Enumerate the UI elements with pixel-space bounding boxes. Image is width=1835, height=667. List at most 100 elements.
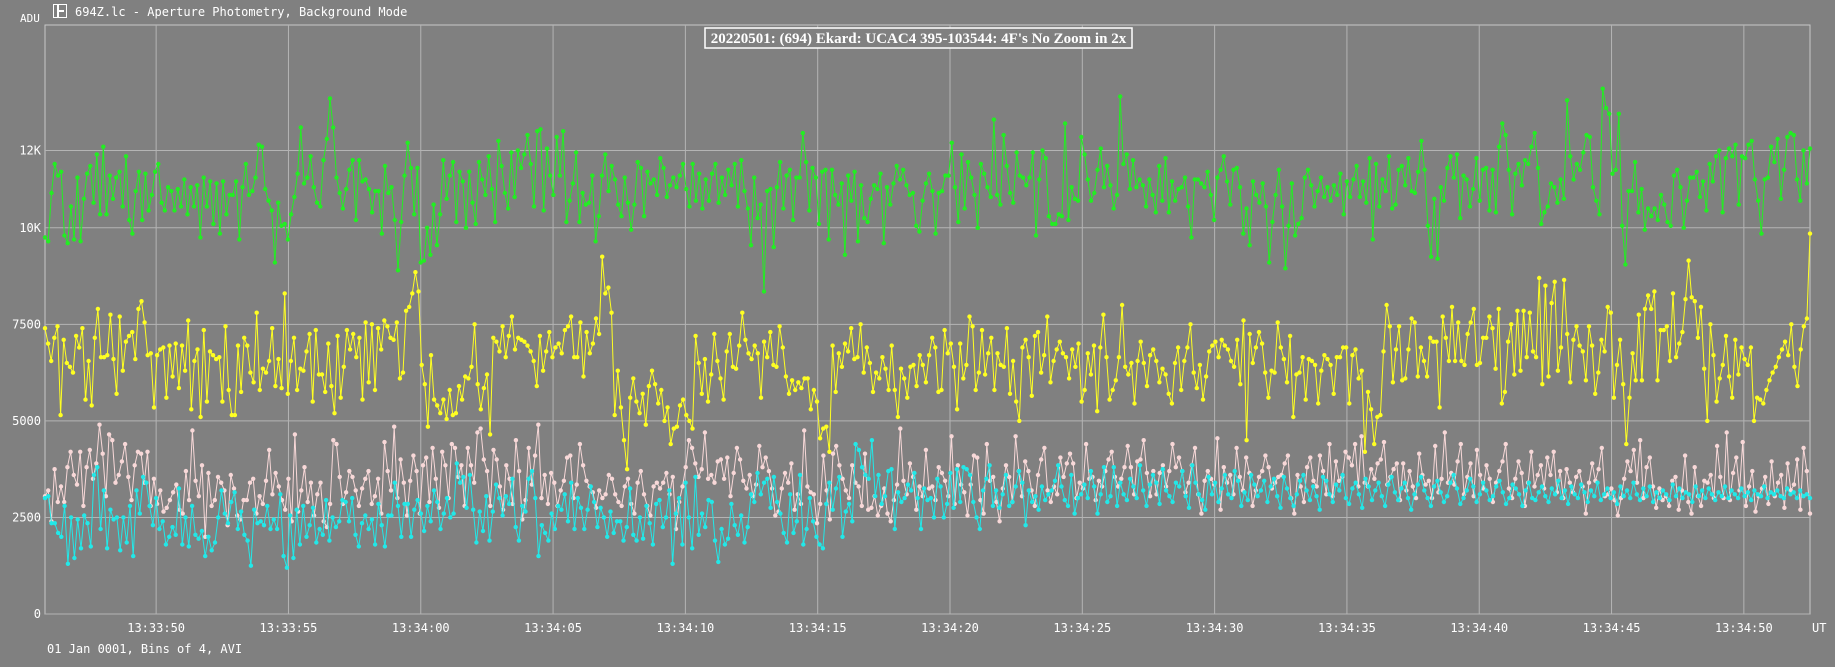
data-point <box>1369 467 1374 472</box>
data-point <box>75 517 80 522</box>
data-point <box>435 499 440 505</box>
data-point <box>1337 488 1342 493</box>
data-point <box>1484 463 1489 468</box>
data-point <box>824 501 829 507</box>
data-point <box>243 161 248 167</box>
data-point <box>1176 186 1181 192</box>
data-point <box>1549 300 1554 306</box>
data-point <box>337 519 342 524</box>
data-point <box>1192 177 1197 182</box>
data-point <box>577 441 583 447</box>
data-point <box>794 175 799 180</box>
data-point <box>1199 181 1204 186</box>
data-point <box>1425 495 1430 501</box>
data-point <box>743 337 748 342</box>
data-point <box>1683 297 1688 302</box>
data-point <box>1035 472 1041 478</box>
data-point <box>106 432 112 437</box>
data-point <box>1562 488 1568 493</box>
data-point <box>353 217 359 223</box>
data-point <box>1312 204 1317 209</box>
data-point <box>1045 488 1050 493</box>
data-point <box>142 320 147 325</box>
data-point <box>379 231 384 236</box>
data-point <box>1688 175 1693 180</box>
data-point <box>1106 457 1111 462</box>
data-point <box>1602 349 1607 354</box>
data-point <box>719 526 724 532</box>
window-app-icon[interactable] <box>53 4 67 18</box>
data-point <box>500 324 505 329</box>
data-point <box>673 511 678 516</box>
data-point <box>266 358 272 364</box>
data-point <box>395 503 401 509</box>
data-point <box>1752 488 1757 493</box>
data-point <box>70 370 76 375</box>
data-point <box>360 179 365 184</box>
data-point <box>1637 497 1643 503</box>
data-point <box>901 478 906 483</box>
data-point <box>811 492 816 497</box>
data-point <box>1072 511 1077 516</box>
data-point <box>245 538 250 543</box>
data-point <box>729 183 734 188</box>
data-point <box>777 159 783 165</box>
data-point <box>1455 459 1460 464</box>
data-point <box>1723 156 1729 161</box>
data-point <box>413 270 418 275</box>
data-point <box>1108 183 1113 188</box>
data-point <box>1582 490 1587 495</box>
data-point <box>1088 372 1094 377</box>
data-point <box>359 486 365 491</box>
data-point <box>807 495 812 501</box>
data-point <box>1239 503 1244 509</box>
data-point <box>1211 217 1217 223</box>
data-point <box>226 387 231 393</box>
data-point <box>534 383 539 389</box>
data-point <box>683 465 688 470</box>
data-point <box>784 540 790 545</box>
data-point <box>1179 185 1184 190</box>
data-point <box>624 524 629 530</box>
data-point <box>1409 188 1414 194</box>
data-point <box>1147 177 1152 182</box>
data-point <box>204 204 210 209</box>
data-point <box>1263 370 1268 375</box>
data-point <box>578 505 584 510</box>
data-point <box>1124 497 1130 503</box>
data-point <box>849 326 854 331</box>
data-point <box>421 258 427 263</box>
data-point <box>987 478 993 483</box>
data-point <box>1807 511 1813 516</box>
data-point <box>888 519 893 524</box>
data-point <box>1386 154 1392 159</box>
data-point <box>473 221 478 227</box>
data-point <box>130 231 135 236</box>
data-point <box>460 179 465 184</box>
data-point <box>1673 355 1679 360</box>
data-point <box>616 202 621 207</box>
data-point <box>449 441 454 447</box>
data-point <box>1144 383 1150 389</box>
data-point <box>849 198 854 203</box>
data-point <box>1778 494 1783 499</box>
data-point <box>1464 177 1469 182</box>
data-point <box>203 534 208 539</box>
data-point <box>699 511 705 516</box>
data-point <box>1179 387 1184 393</box>
data-point <box>637 411 642 416</box>
data-point <box>564 219 569 225</box>
data-point <box>459 463 464 468</box>
data-point <box>513 438 519 443</box>
data-point <box>1549 486 1555 491</box>
data-point <box>1586 480 1592 485</box>
data-point <box>1295 472 1300 478</box>
data-point <box>1111 206 1116 211</box>
data-point <box>97 212 103 217</box>
data-point <box>1088 468 1094 474</box>
data-point <box>1593 391 1598 396</box>
data-point <box>1617 337 1623 342</box>
data-point <box>1170 499 1175 505</box>
data-point <box>949 434 954 439</box>
data-point <box>1095 511 1100 516</box>
